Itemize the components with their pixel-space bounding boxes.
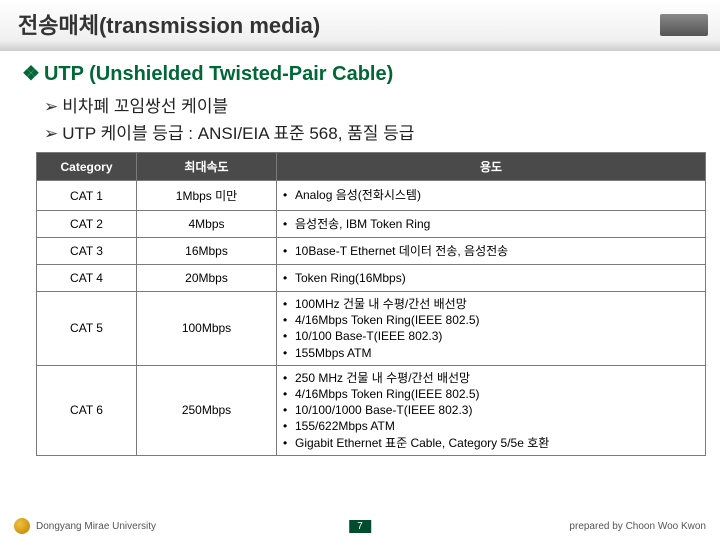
usage-item: 250 MHz 건물 내 수평/간선 배선망 (281, 370, 697, 386)
table-row: CAT 11Mbps 미만Analog 음성(전화시스템) (37, 181, 706, 211)
heading-text: UTP (Unshielded Twisted-Pair Cable) (44, 63, 393, 85)
cell-usage: Token Ring(16Mbps) (277, 265, 706, 292)
bullet-item: ➢UTP 케이블 등급 : ANSI/EIA 표준 568, 품질 등급 (22, 119, 698, 144)
th-usage: 용도 (277, 153, 706, 181)
content-area: ❖UTP (Unshielded Twisted-Pair Cable) ➢비차… (0, 51, 720, 456)
usage-item: 10Base-T Ethernet 데이터 전송, 음성전송 (281, 243, 697, 259)
usage-item: 4/16Mbps Token Ring(IEEE 802.5) (281, 312, 697, 328)
bullet-text: 비차폐 꼬임쌍선 케이블 (62, 97, 228, 116)
footer-left: Dongyang Mirae University (14, 518, 156, 534)
table-header-row: Category 최대속도 용도 (37, 153, 706, 181)
usage-item: Token Ring(16Mbps) (281, 270, 697, 286)
usage-item: 10/100/1000 Base-T(IEEE 802.3) (281, 402, 697, 418)
cell-speed: 100Mbps (137, 292, 277, 366)
triangle-icon: ➢ (44, 97, 58, 116)
page-number: 7 (349, 520, 371, 533)
cell-speed: 250Mbps (137, 365, 277, 455)
table-row: CAT 316Mbps10Base-T Ethernet 데이터 전송, 음성전… (37, 238, 706, 265)
triangle-icon: ➢ (44, 124, 58, 143)
cell-usage: Analog 음성(전화시스템) (277, 181, 706, 211)
cell-category: CAT 3 (37, 238, 137, 265)
table-row: CAT 5100Mbps100MHz 건물 내 수평/간선 배선망4/16Mbp… (37, 292, 706, 366)
page-title: 전송매체(transmission media) (18, 8, 702, 40)
cell-usage: 100MHz 건물 내 수평/간선 배선망4/16Mbps Token Ring… (277, 292, 706, 366)
cable-category-table: Category 최대속도 용도 CAT 11Mbps 미만Analog 음성(… (36, 152, 706, 456)
cell-speed: 1Mbps 미만 (137, 181, 277, 211)
usage-item: 4/16Mbps Token Ring(IEEE 802.5) (281, 386, 697, 402)
usage-item: 음성전송, IBM Token Ring (281, 216, 697, 232)
section-heading: ❖UTP (Unshielded Twisted-Pair Cable) (22, 61, 698, 86)
th-speed: 최대속도 (137, 153, 277, 181)
cell-category: CAT 4 (37, 265, 137, 292)
cell-speed: 20Mbps (137, 265, 277, 292)
footer: Dongyang Mirae University 7 prepared by … (0, 518, 720, 534)
diamond-icon: ❖ (22, 63, 40, 85)
table-row: CAT 420MbpsToken Ring(16Mbps) (37, 265, 706, 292)
bullet-text: UTP 케이블 등급 : ANSI/EIA 표준 568, 품질 등급 (62, 124, 414, 143)
cell-category: CAT 6 (37, 365, 137, 455)
usage-item: 100MHz 건물 내 수평/간선 배선망 (281, 296, 697, 312)
table-row: CAT 6250Mbps250 MHz 건물 내 수평/간선 배선망4/16Mb… (37, 365, 706, 455)
bullet-item: ➢비차폐 꼬임쌍선 케이블 (22, 92, 698, 117)
cell-category: CAT 2 (37, 211, 137, 238)
cell-usage: 10Base-T Ethernet 데이터 전송, 음성전송 (277, 238, 706, 265)
usage-item: 10/100 Base-T(IEEE 802.3) (281, 328, 697, 344)
usage-item: 155/622Mbps ATM (281, 418, 697, 434)
cell-speed: 16Mbps (137, 238, 277, 265)
cell-category: CAT 1 (37, 181, 137, 211)
title-bar: 전송매체(transmission media) (0, 0, 720, 51)
usage-item: 155Mbps ATM (281, 345, 697, 361)
university-logo-icon (14, 518, 30, 534)
cell-category: CAT 5 (37, 292, 137, 366)
usage-item: Analog 음성(전화시스템) (281, 187, 697, 203)
footer-author: prepared by Choon Woo Kwon (569, 521, 706, 532)
footer-university: Dongyang Mirae University (36, 521, 156, 532)
cell-usage: 250 MHz 건물 내 수평/간선 배선망4/16Mbps Token Rin… (277, 365, 706, 455)
logo-placeholder (660, 14, 708, 36)
th-category: Category (37, 153, 137, 181)
usage-item: Gigabit Ethernet 표준 Cable, Category 5/5e… (281, 435, 697, 451)
table-row: CAT 24Mbps음성전송, IBM Token Ring (37, 211, 706, 238)
cell-speed: 4Mbps (137, 211, 277, 238)
cell-usage: 음성전송, IBM Token Ring (277, 211, 706, 238)
